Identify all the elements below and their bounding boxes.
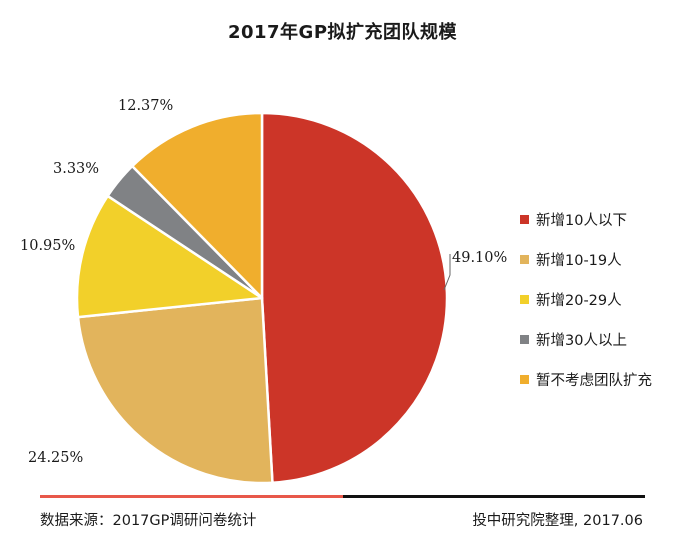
footer-divider-accent bbox=[40, 495, 343, 498]
data-label-4: 3.33% bbox=[53, 161, 99, 177]
legend-swatch bbox=[520, 295, 529, 304]
legend-swatch bbox=[520, 215, 529, 224]
legend: 新增10人以下 新增10-19人 新增20-29人 新增30人以上暂不考虑团队扩充 bbox=[520, 210, 685, 410]
legend-item-4: 新增30人以上 bbox=[520, 330, 685, 349]
pie-slice-2 bbox=[76, 296, 274, 485]
legend-label: 新增10-19人 bbox=[536, 253, 622, 269]
legend-item-1: 新增10人以下 bbox=[520, 210, 685, 229]
legend-item-3: 新增20-29人 bbox=[520, 290, 685, 309]
data-labels: 49.10% 24.25% 10.95% 3.33% 12.37% bbox=[20, 98, 507, 466]
data-label-1: 49.10% bbox=[452, 250, 507, 266]
legend-swatch bbox=[520, 375, 529, 384]
leader-lines bbox=[443, 254, 451, 291]
chart-title: 2017年GP拟扩充团队规模 bbox=[227, 22, 458, 43]
legend-label: 暂不考虑团队扩充 bbox=[536, 373, 652, 389]
legend-label: 新增10人以下 bbox=[536, 213, 627, 229]
pie-slice-3 bbox=[75, 194, 264, 319]
footer-divider-dark bbox=[343, 495, 645, 498]
data-label-3: 10.95% bbox=[20, 238, 75, 254]
legend-label: 新增20-29人 bbox=[536, 293, 622, 309]
legend-swatch bbox=[520, 255, 529, 264]
footer-divider bbox=[40, 495, 645, 498]
data-label-5: 12.37% bbox=[118, 98, 173, 114]
footer-source: 数据来源：2017GP调研问卷统计 bbox=[40, 513, 257, 529]
data-label-2: 24.25% bbox=[28, 450, 83, 466]
pie-slices bbox=[75, 111, 449, 485]
footer-credit: 投中研究院整理, 2017.06 bbox=[472, 513, 643, 529]
legend-item-5: 暂不考虑团队扩充 bbox=[520, 370, 685, 389]
leader-line-1 bbox=[443, 254, 451, 291]
legend-item-2: 新增10-19人 bbox=[520, 250, 685, 269]
legend-swatch bbox=[520, 335, 529, 344]
legend-label: 新增30人以上 bbox=[536, 333, 627, 349]
pie-slice-5 bbox=[131, 111, 264, 300]
pie-slice-1 bbox=[260, 111, 449, 484]
